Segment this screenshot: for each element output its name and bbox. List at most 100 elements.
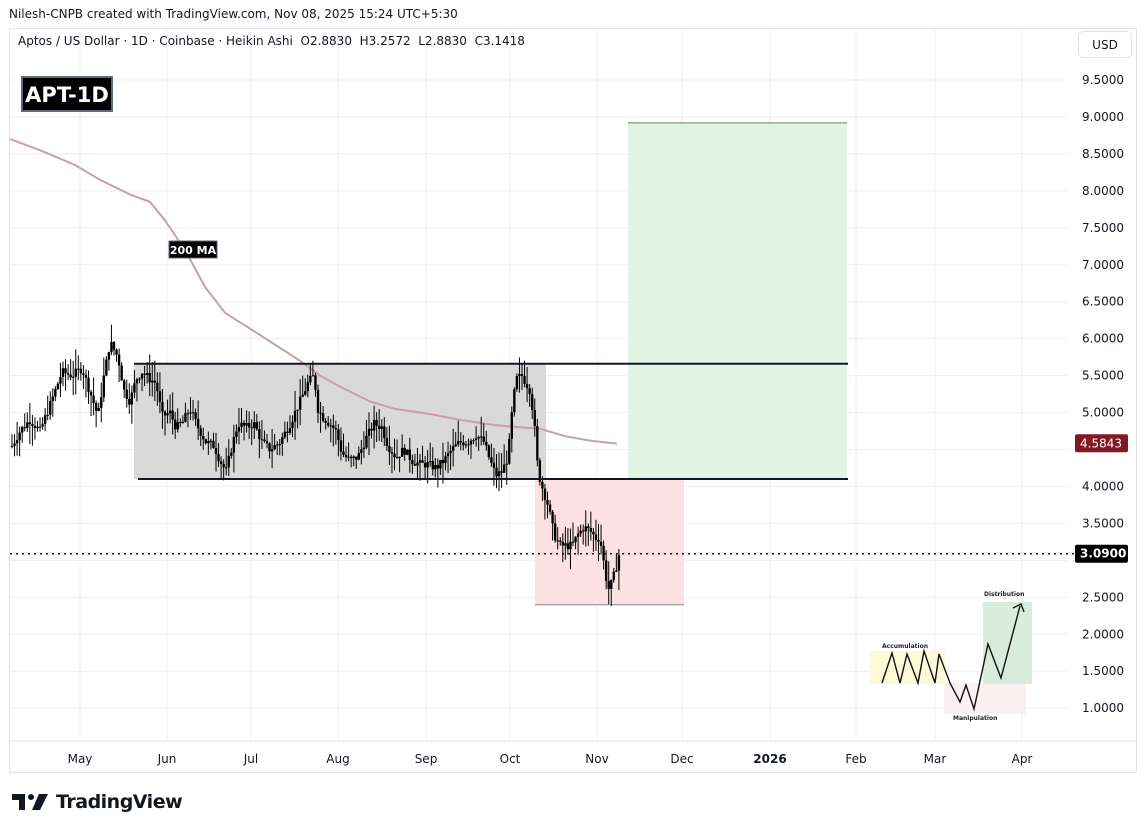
candle-body — [245, 422, 248, 426]
candle-body — [140, 373, 144, 379]
candle-body — [33, 425, 37, 429]
candle-body — [492, 462, 496, 468]
candle-body — [541, 481, 544, 489]
candle-body — [469, 440, 473, 445]
candle-body — [145, 373, 149, 375]
candle-body — [449, 450, 452, 454]
time-axis-label: Mar — [924, 752, 947, 766]
tradingview-brand: TradingView — [56, 791, 183, 813]
tradingview-logo[interactable]: TradingView — [12, 791, 183, 813]
candle-body — [533, 410, 536, 427]
ma-label-box: 200 MA — [168, 240, 218, 259]
price-axis-label: 7.0000 — [1082, 258, 1124, 272]
price-axis-label: 5.0000 — [1082, 406, 1124, 420]
candle-body — [589, 528, 593, 532]
time-axis-label: Sep — [415, 752, 438, 766]
candle-body — [360, 449, 363, 454]
price-badge-bg — [1075, 544, 1128, 563]
candle-body — [191, 412, 195, 414]
tradingview-logo-icon — [12, 794, 48, 810]
time-axis-label: Dec — [670, 752, 693, 766]
price-axis-label: 2.0000 — [1082, 627, 1124, 641]
ticker-box-bg — [21, 76, 113, 112]
candle-body — [100, 397, 103, 408]
candle-body — [594, 534, 598, 540]
candle-body — [171, 410, 174, 420]
candle-body — [576, 533, 580, 537]
candle-body — [375, 420, 378, 426]
candle-body — [495, 467, 498, 477]
candle-body — [536, 426, 539, 461]
candle-body — [413, 464, 417, 466]
candle-body — [298, 396, 302, 410]
candle-body — [296, 409, 299, 411]
candle-body — [123, 380, 126, 390]
candle-body — [546, 499, 549, 505]
price-axis-label: 2.5000 — [1082, 590, 1124, 604]
time-axis-label: Jul — [243, 752, 258, 766]
candle-body — [355, 456, 358, 460]
candle-body — [184, 413, 187, 422]
candle-body — [607, 580, 610, 589]
candle-body — [110, 342, 113, 353]
candle-body — [43, 415, 47, 424]
candle-body — [344, 454, 348, 457]
candle-body — [102, 375, 105, 398]
candle-body — [92, 395, 95, 404]
candle-body — [324, 420, 327, 423]
candle-body — [212, 440, 215, 449]
candle-body — [418, 460, 422, 463]
candle-body — [525, 383, 529, 389]
candle-body — [464, 444, 468, 446]
candle-body — [564, 543, 567, 546]
candle-body — [258, 429, 261, 440]
candle-body — [41, 423, 44, 427]
candle-body — [571, 541, 575, 543]
candle-body — [485, 441, 488, 446]
candle-body — [383, 426, 386, 439]
candle-body — [459, 441, 462, 443]
candle-body — [582, 530, 585, 532]
candle-body — [342, 451, 345, 455]
consolidation-range-box[interactable] — [134, 363, 546, 480]
time-axis[interactable]: May Jun Jul Aug Sep Oct Nov Dec 2026 Feb Mar Apr — [68, 752, 1033, 766]
currency-button[interactable]: USD — [1078, 31, 1132, 58]
target-zone[interactable] — [628, 122, 847, 480]
candle-body — [352, 456, 355, 459]
candle-body — [263, 439, 266, 442]
candle-body — [181, 421, 185, 424]
candle-body — [319, 412, 322, 414]
candle-body — [362, 447, 366, 450]
candle-body — [288, 428, 292, 433]
candle-body — [347, 456, 350, 458]
candle-body — [446, 453, 450, 457]
candle-body — [480, 436, 483, 438]
candle-body — [574, 536, 577, 543]
symbol-legend: Aptos / US Dollar · 1D · Coinbase · Heik… — [18, 34, 525, 48]
candle-body — [349, 456, 353, 459]
manipulation-zone — [944, 683, 1026, 714]
candle-body — [395, 456, 399, 458]
candle-body — [278, 443, 281, 445]
candle-body — [587, 526, 590, 529]
candle-body — [21, 427, 24, 433]
candle-body — [133, 383, 136, 393]
candle-body — [38, 426, 42, 428]
candle-body — [332, 425, 335, 429]
candle-body — [273, 445, 276, 450]
time-axis-label: 2026 — [753, 752, 786, 766]
price-axis[interactable]: 9.5000 9.0000 8.5000 8.0000 7.5000 7.0000 6.50… — [1082, 73, 1124, 715]
time-axis-label: Oct — [500, 752, 521, 766]
candle-body — [378, 425, 381, 429]
candle-body — [548, 504, 552, 512]
price-axis-label: 8.5000 — [1082, 147, 1124, 161]
candle-body — [439, 459, 442, 469]
candle-body — [97, 407, 100, 411]
candle-body — [204, 439, 207, 444]
candle-body — [474, 438, 478, 440]
candle-body — [365, 435, 368, 448]
time-axis-label: May — [68, 752, 93, 766]
candle-body — [528, 388, 531, 395]
candle-body — [523, 375, 526, 384]
